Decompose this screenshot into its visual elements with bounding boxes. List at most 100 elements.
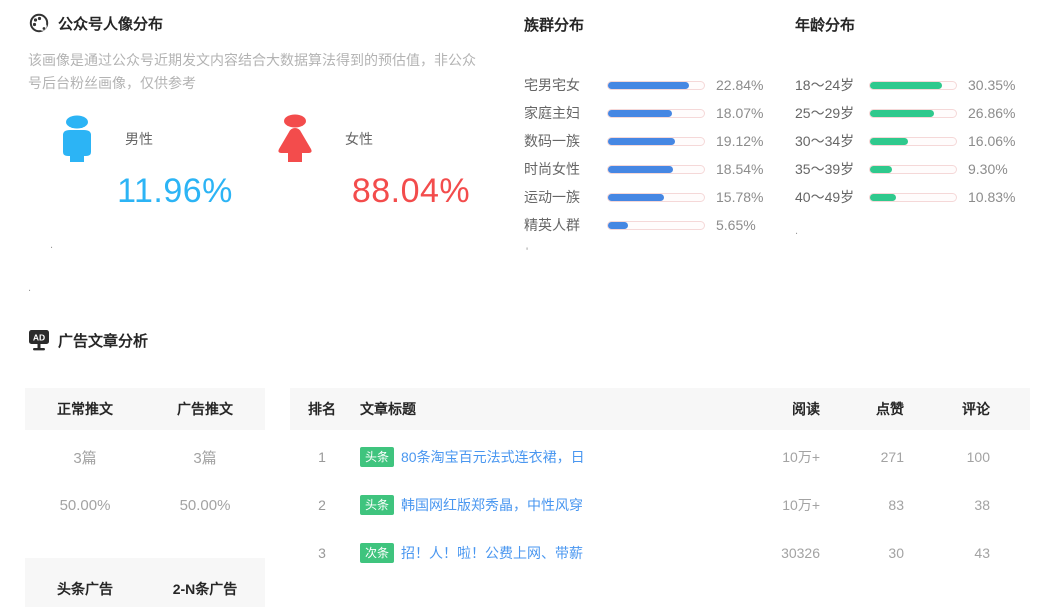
bar-row: 精英人群 5.65% xyxy=(524,211,784,239)
article-likes: 30 xyxy=(888,545,904,561)
bar-track xyxy=(607,136,705,146)
male-value: 11.96% xyxy=(117,172,233,210)
ad-posts-header: 广告推文 xyxy=(177,401,233,417)
stray-mark: . xyxy=(795,225,799,237)
article-title-link[interactable]: 韩国网红版郑秀晶，中性风穿 xyxy=(401,497,584,513)
bar-track xyxy=(869,192,957,202)
article-reads: 10万+ xyxy=(782,497,820,513)
bar-row: 40～49岁 10.83% xyxy=(795,183,1044,211)
bar-fill xyxy=(870,193,896,201)
article-likes: 83 xyxy=(888,497,904,513)
bar-row: 18～24岁 30.35% xyxy=(795,71,1044,99)
portrait-description: 该画像是通过公众号近期发文内容结合大数据算法得到的预估值，非公众号后台粉丝画像，… xyxy=(28,52,476,91)
article-rank: 1 xyxy=(318,449,326,465)
bar-value-label: 9.30% xyxy=(968,161,1008,177)
bar-row: 宅男宅女 22.84% xyxy=(524,71,784,99)
bar-track xyxy=(607,80,705,90)
bar-row: 家庭主妇 18.07% xyxy=(524,99,784,127)
bar-value-label: 18.54% xyxy=(716,161,764,177)
age-title: 年龄分布 xyxy=(795,17,856,34)
bar-value-label: 5.65% xyxy=(716,217,756,233)
article-row: 3 次条 招！人！啦！公费上网、带薪 30326 30 43 xyxy=(290,529,1030,577)
bar-value-label: 18.07% xyxy=(716,105,764,121)
article-reads: 10万+ xyxy=(782,449,820,465)
bar-row: 25～29岁 26.86% xyxy=(795,99,1044,127)
bar-row: 数码一族 19.12% xyxy=(524,127,784,155)
bar-fill xyxy=(870,81,943,89)
female-label: 女性 xyxy=(345,131,373,147)
ad-posts-count: 3篇 xyxy=(193,449,217,467)
ad-analysis-header: AD 广告文章分析 xyxy=(28,329,148,352)
bar-category-label: 35～39岁 xyxy=(795,161,855,177)
headline-ad-header: 头条广告 xyxy=(57,581,113,597)
male-label: 男性 xyxy=(125,131,153,147)
reads-header: 阅读 xyxy=(792,401,820,417)
bar-fill xyxy=(608,221,628,229)
male-icon xyxy=(55,115,99,168)
ethnic-section: 族群分布 宅男宅女 22.84% 家庭主妇 18.07% 数码一族 19.12% 时尚女性 1… xyxy=(524,14,784,239)
bar-category-label: 精英人群 xyxy=(524,217,580,233)
bar-value-label: 22.84% xyxy=(716,77,764,93)
normal-posts-header: 正常推文 xyxy=(57,401,113,417)
ethnic-title: 族群分布 xyxy=(524,17,585,34)
ad-posts-percent: 50.00% xyxy=(179,496,231,514)
bar-category-label: 家庭主妇 xyxy=(524,105,580,121)
bar-row: 30～34岁 16.06% xyxy=(795,127,1044,155)
age-bar-chart: 18～24岁 30.35% 25～29岁 26.86% 30～34岁 16.06% 35～3… xyxy=(795,71,1044,211)
age-section: 年龄分布 18～24岁 30.35% 25～29岁 26.86% 30～34岁 16.06… xyxy=(795,14,1044,211)
bar-category-label: 40～49岁 xyxy=(795,189,855,205)
article-rows: 1 头条 80条淘宝百元法式连衣裙，日 10万+ 271 100 2 头条 韩国网红版郑秀晶，中… xyxy=(290,433,1030,577)
position-badge: 次条 xyxy=(360,543,395,563)
article-comments: 100 xyxy=(966,449,990,465)
normal-posts-count: 3篇 xyxy=(73,449,97,467)
secondary-ad-header: 2-N条广告 xyxy=(172,581,238,597)
portrait-header: 公众号人像分布 xyxy=(28,12,480,35)
bar-value-label: 10.83% xyxy=(968,189,1016,205)
stats-count-row: 3篇 3篇 xyxy=(25,433,265,481)
bar-track xyxy=(869,108,957,118)
article-likes: 271 xyxy=(880,449,904,465)
bar-value-label: 16.06% xyxy=(968,133,1016,149)
bar-category-label: 数码一族 xyxy=(524,133,580,149)
bar-fill xyxy=(608,81,689,89)
article-title-link[interactable]: 80条淘宝百元法式连衣裙，日 xyxy=(401,449,585,465)
portrait-title: 公众号人像分布 xyxy=(58,16,164,33)
article-row: 1 头条 80条淘宝百元法式连衣裙，日 10万+ 271 100 xyxy=(290,433,1030,481)
ad-stats-rows: 3篇 3篇 50.00% 50.00% xyxy=(25,433,265,529)
stray-mark: ' xyxy=(526,246,529,258)
rank-header: 排名 xyxy=(308,401,336,417)
bar-track xyxy=(607,192,705,202)
bar-fill xyxy=(870,165,893,173)
ad-stats-footer-row: 头条广告 2-N条广告 xyxy=(25,558,265,607)
article-title-cell: 头条 80条淘宝百元法式连衣裙，日 xyxy=(354,447,714,467)
article-title-cell: 头条 韩国网红版郑秀晶，中性风穿 xyxy=(354,495,714,515)
ethnic-bar-chart: 宅男宅女 22.84% 家庭主妇 18.07% 数码一族 19.12% 时尚女性 18.54%… xyxy=(524,71,784,239)
bar-category-label: 30～34岁 xyxy=(795,133,855,149)
bar-fill xyxy=(608,165,674,173)
title-header: 文章标题 xyxy=(360,401,416,417)
bar-row: 35～39岁 9.30% xyxy=(795,155,1044,183)
stats-percent-row: 50.00% 50.00% xyxy=(25,481,265,529)
bar-category-label: 18～24岁 xyxy=(795,77,855,93)
bar-category-label: 运动一族 xyxy=(524,189,580,205)
portrait-section: 公众号人像分布 该画像是通过公众号近期发文内容结合大数据算法得到的预估值，非公众… xyxy=(28,12,480,95)
bar-fill xyxy=(608,137,676,145)
palette-icon xyxy=(28,12,50,35)
articles-table: 排名 文章标题 阅读 点赞 评论 1 头条 80条淘宝百元法式连衣裙，日 10万+ 27… xyxy=(290,388,1030,577)
female-icon xyxy=(272,113,318,168)
normal-posts-percent: 50.00% xyxy=(59,496,111,514)
article-title-link[interactable]: 招！人！啦！公费上网、带薪 xyxy=(401,545,584,561)
article-comments: 38 xyxy=(974,497,990,513)
svg-text:AD: AD xyxy=(33,333,45,343)
bar-track xyxy=(607,220,705,230)
bar-track xyxy=(869,80,957,90)
bar-fill xyxy=(608,193,664,201)
ad-stats-panel: 正常推文 广告推文 3篇 3篇 50.00% 50.00% 头条广告 2-N条广… xyxy=(25,388,265,607)
bar-row: 运动一族 15.78% xyxy=(524,183,784,211)
bar-track xyxy=(607,164,705,174)
bar-value-label: 26.86% xyxy=(968,105,1016,121)
articles-header-row: 排名 文章标题 阅读 点赞 评论 xyxy=(290,388,1030,430)
bar-row: 时尚女性 18.54% xyxy=(524,155,784,183)
likes-header: 点赞 xyxy=(876,401,904,417)
article-title-cell: 次条 招！人！啦！公费上网、带薪 xyxy=(354,543,714,563)
